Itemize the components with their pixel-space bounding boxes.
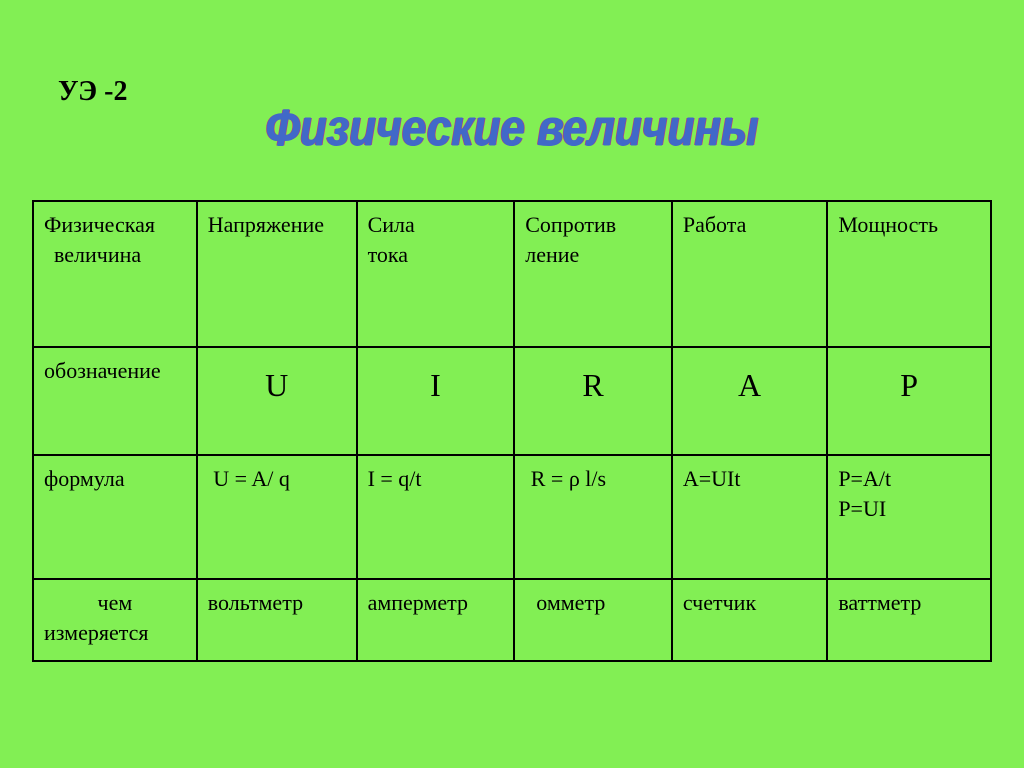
formula: P=A/t (838, 466, 891, 491)
text: омметр (536, 590, 605, 615)
row-header-quantity: Физическая величина (33, 201, 197, 347)
cell-resistance-meter: омметр (514, 579, 672, 661)
formula: U = A/ q (213, 466, 290, 491)
physics-table: Физическая величина Напряжение Сила тока… (32, 200, 992, 662)
text: ление (525, 242, 579, 267)
cell-resistance-symbol: R (514, 347, 672, 455)
cell-current-symbol: I (357, 347, 515, 455)
symbol: A (683, 356, 816, 407)
text: измеряется (44, 620, 149, 645)
cell-power-symbol: P (827, 347, 991, 455)
cell-current-name: Сила тока (357, 201, 515, 347)
table-row-formula: формула U = A/ q I = q/t R = ρ l/s A=UIt… (33, 455, 991, 579)
formula: R = ρ l/s (531, 466, 606, 491)
cell-power-meter: ваттметр (827, 579, 991, 661)
slide-title: Физические величины (0, 100, 1024, 158)
cell-voltage-symbol: U (197, 347, 357, 455)
table-row-quantity: Физическая величина Напряжение Сила тока… (33, 201, 991, 347)
cell-work-formula: A=UIt (672, 455, 827, 579)
symbol: U (208, 356, 346, 407)
formula: P=UI (838, 496, 886, 521)
cell-resistance-formula: R = ρ l/s (514, 455, 672, 579)
row-header-formula: формула (33, 455, 197, 579)
text: Физическая (44, 212, 155, 237)
symbol: R (525, 356, 661, 407)
cell-work-name: Работа (672, 201, 827, 347)
table-row-measured-by: чем измеряется вольтметр амперметр оммет… (33, 579, 991, 661)
text: величина (44, 240, 186, 270)
cell-voltage-name: Напряжение (197, 201, 357, 347)
cell-work-meter: счетчик (672, 579, 827, 661)
symbol: I (368, 356, 504, 407)
text: Сопротив (525, 212, 616, 237)
cell-current-meter: амперметр (357, 579, 515, 661)
slide: УЭ -2 Физические величины Физическая вел… (0, 0, 1024, 768)
symbol: P (838, 356, 980, 407)
text: тока (368, 242, 408, 267)
cell-voltage-formula: U = A/ q (197, 455, 357, 579)
cell-voltage-meter: вольтметр (197, 579, 357, 661)
row-header-measured: чем измеряется (33, 579, 197, 661)
text: чем (44, 588, 186, 618)
cell-power-formula: P=A/t P=UI (827, 455, 991, 579)
text: Сила (368, 212, 415, 237)
table-row-symbol: обозначение U I R A P (33, 347, 991, 455)
cell-resistance-name: Сопротив ление (514, 201, 672, 347)
cell-work-symbol: A (672, 347, 827, 455)
row-header-symbol: обозначение (33, 347, 197, 455)
cell-power-name: Мощность (827, 201, 991, 347)
cell-current-formula: I = q/t (357, 455, 515, 579)
